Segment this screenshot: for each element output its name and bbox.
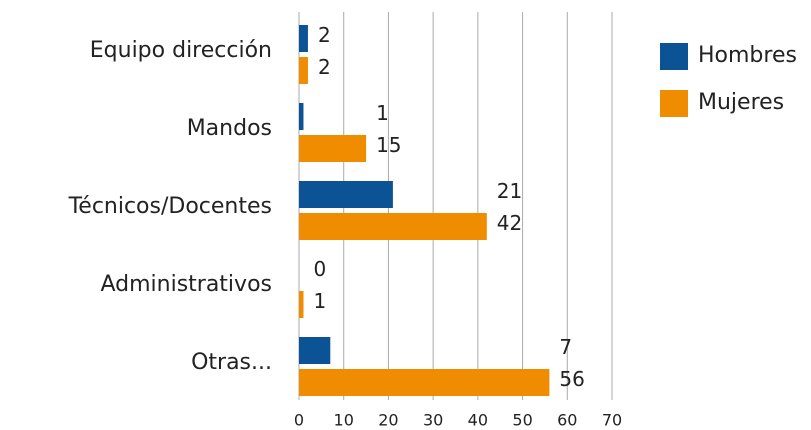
legend-swatch bbox=[660, 90, 688, 117]
value-label: 7 bbox=[559, 335, 572, 359]
legend-label: Mujeres bbox=[698, 90, 784, 115]
bar bbox=[299, 291, 304, 318]
value-label: 2 bbox=[318, 55, 331, 79]
x-tick-label: 40 bbox=[468, 411, 488, 430]
value-label: 15 bbox=[376, 133, 401, 157]
value-label: 42 bbox=[497, 211, 522, 235]
bar bbox=[299, 103, 304, 130]
bar bbox=[299, 25, 308, 52]
category-label: Equipo dirección bbox=[90, 38, 272, 63]
x-tick-label: 30 bbox=[423, 411, 443, 430]
x-tick-label: 50 bbox=[512, 411, 532, 430]
value-label: 1 bbox=[376, 101, 389, 125]
x-tick-label: 20 bbox=[378, 411, 398, 430]
value-label: 0 bbox=[313, 257, 326, 281]
x-tick-label: 70 bbox=[602, 411, 622, 430]
value-label: 21 bbox=[497, 179, 522, 203]
legend-swatch bbox=[660, 43, 688, 70]
legend-label: Hombres bbox=[698, 43, 797, 68]
value-label: 1 bbox=[313, 289, 326, 313]
bar bbox=[299, 57, 308, 84]
bar bbox=[299, 213, 487, 240]
category-label: Otras... bbox=[191, 350, 272, 375]
category-label: Administrativos bbox=[100, 272, 272, 297]
bar bbox=[299, 369, 550, 396]
x-tick-label: 0 bbox=[294, 411, 304, 430]
value-label: 56 bbox=[559, 367, 584, 391]
x-tick-label: 10 bbox=[334, 411, 354, 430]
bar bbox=[299, 337, 331, 364]
category-label: Mandos bbox=[187, 116, 272, 141]
bar bbox=[299, 181, 393, 208]
bar bbox=[299, 135, 367, 162]
x-tick-label: 60 bbox=[557, 411, 577, 430]
value-label: 2 bbox=[318, 23, 331, 47]
category-label: Técnicos/Docentes bbox=[68, 194, 272, 219]
